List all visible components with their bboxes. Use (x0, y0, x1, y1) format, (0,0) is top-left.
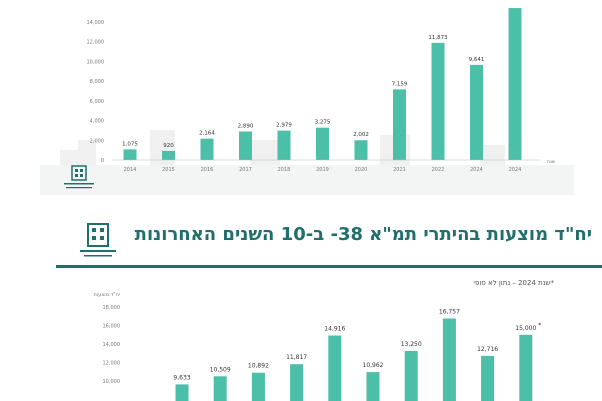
top-bar-value-label: 1,075 (122, 141, 138, 147)
top-x-tick-label: 2019 (316, 167, 329, 173)
y-tick-label: 10,000 (87, 59, 105, 65)
bar (481, 355, 495, 401)
bar-value-label: 13,250 (401, 341, 422, 348)
top-bar (393, 89, 406, 160)
top-bar-value-label: 3,275 (315, 120, 331, 126)
top-bar (431, 42, 445, 160)
y-tick-label: 14,000 (87, 20, 105, 26)
top-bar (316, 127, 329, 160)
top-x-tick-label: 2022 (432, 167, 445, 173)
y-tick-label: 4,000 (90, 119, 104, 125)
top-bar (470, 64, 483, 160)
bar (290, 364, 304, 401)
banner-divider (56, 265, 602, 268)
top-bar-value-label: 7,159 (392, 81, 408, 87)
bar-value-label: 16,757 (439, 308, 460, 315)
bar (328, 335, 342, 401)
y-tick-label: 10,000 (103, 379, 121, 385)
bar-value-label: 10,962 (363, 362, 384, 369)
bar (213, 376, 227, 401)
top-bar-value-label: 2,002 (353, 132, 369, 138)
bar-value-asterisk: * (538, 322, 541, 329)
top-x-axis-label: שנה (547, 159, 556, 165)
bar (366, 372, 380, 401)
top-bar-value-label: 11,873 (428, 35, 448, 41)
bar-value-label: 11,817 (286, 354, 307, 361)
y-tick-label: 6,000 (90, 99, 104, 105)
bar (519, 334, 533, 401)
building-logo-icon (80, 223, 116, 257)
y-tick-label: 12,000 (103, 361, 121, 367)
top-bar-value-label: 2,979 (276, 123, 292, 129)
bar-value-label: 14,916 (324, 326, 345, 333)
bar-value-label: 12,716 (477, 346, 498, 353)
top-bar (200, 138, 214, 160)
top-x-tick-label: 2017 (239, 167, 252, 173)
top-bar-value-label: 920 (163, 143, 174, 149)
y-tick-label: 16,000 (103, 324, 121, 330)
top-x-tick-label: 2016 (201, 167, 214, 173)
top-x-tick-label: 2014 (124, 167, 137, 173)
top-bar-value-label: 9,641 (469, 57, 485, 63)
section-title: יח"ד מוצעות בהיתרי תמ"א 38- ב-10 השנים ה… (134, 224, 592, 245)
top-x-tick-label: 2015 (162, 167, 175, 173)
top-bar (277, 130, 291, 160)
top-bar-value-label: 2,164 (199, 131, 215, 137)
y-tick-label: 14,000 (103, 342, 121, 348)
top-x-tick-label: 2020 (355, 167, 368, 173)
bar-value-label: 10,509 (210, 366, 231, 373)
bar-value-label: 9,633 (173, 374, 190, 381)
footnote: *שנת 2024 – נתון לא סופי (473, 279, 554, 287)
y-tick-label: 2,000 (90, 138, 104, 144)
top-x-tick-label: 2018 (278, 167, 291, 173)
top-bar (123, 149, 137, 160)
top-bar (508, 8, 522, 161)
bottom-bar-chart: יח"ד מוצעות 10,000 12,000 14,000 16,000 18,00… (93, 292, 541, 401)
top-bar (239, 131, 252, 160)
y-tick-label: 8,000 (90, 79, 104, 85)
y-tick-label: 18,000 (103, 305, 121, 311)
top-bar (354, 140, 368, 160)
top-x-tick-label: 2021 (393, 167, 406, 173)
bar-value-label: 10,892 (248, 363, 269, 370)
bar (404, 350, 418, 401)
bar-value-label: 15,000 (515, 325, 536, 332)
top-x-tick-label: 2024 (509, 167, 522, 173)
y-tick-label: 0 (101, 158, 104, 164)
top-x-tick-label: 2024 (470, 167, 483, 173)
top-bar-chart: 0 2,000 4,000 6,000 8,000 10,000 12,000 14,000 1… (40, 8, 574, 195)
top-bar (162, 150, 175, 160)
bar (442, 318, 456, 401)
y-tick-label: 12,000 (87, 40, 105, 46)
bar (251, 372, 265, 401)
top-bar-value-label: 2,890 (238, 123, 254, 129)
building-logo-small-icon (64, 165, 94, 189)
section-banner: יח"ד מוצעות בהיתרי תמ"א 38- ב-10 השנים ה… (56, 212, 602, 264)
skyline-backdrop (40, 165, 574, 195)
y-axis-label: יח"ד מוצעות (93, 292, 120, 298)
bar (175, 384, 189, 401)
